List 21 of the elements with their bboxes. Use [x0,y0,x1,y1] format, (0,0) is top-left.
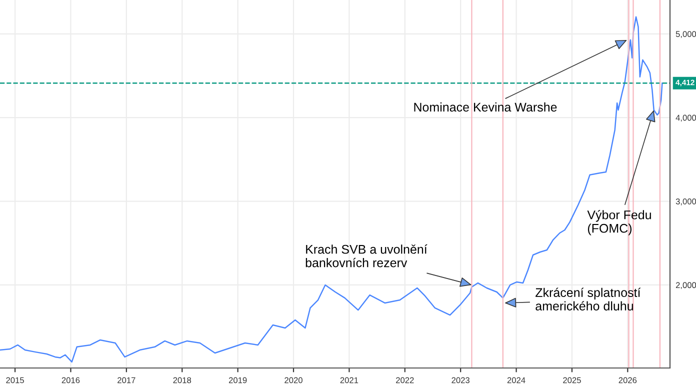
x-tick-label: 2016 [62,377,80,384]
line-series [0,16,663,363]
x-tick-label: 2018 [173,377,192,384]
annotation: Výbor Fedu (FOMC) [587,210,651,236]
y-tick-label: 2,000 [676,282,696,290]
x-tick-label: 2025 [563,377,581,384]
x-tick-label: 2024 [507,377,526,384]
y-tick-label: 4,000 [676,114,696,122]
annotation: Krach SVB a uvolnění bankovních rezerv [306,244,428,268]
y-tick-label: 3,000 [676,198,696,206]
x-tick-label: 2022 [396,377,414,384]
x-tick-label: 2015 [6,377,24,384]
annotation: Zkrácení splatností amerického dluhu [536,288,641,310]
x-tick-label: 2019 [228,377,247,384]
x-tick-label: 2020 [284,377,302,384]
x-tick-label: 2017 [118,377,136,384]
x-tick-label: 2026 [618,377,637,384]
y-tick-label: 5,000 [676,31,696,38]
x-tick-label: 2021 [340,377,358,384]
x-tick-label: 2023 [452,377,470,384]
annotation: Nominace Kevina Warshe [414,102,557,112]
